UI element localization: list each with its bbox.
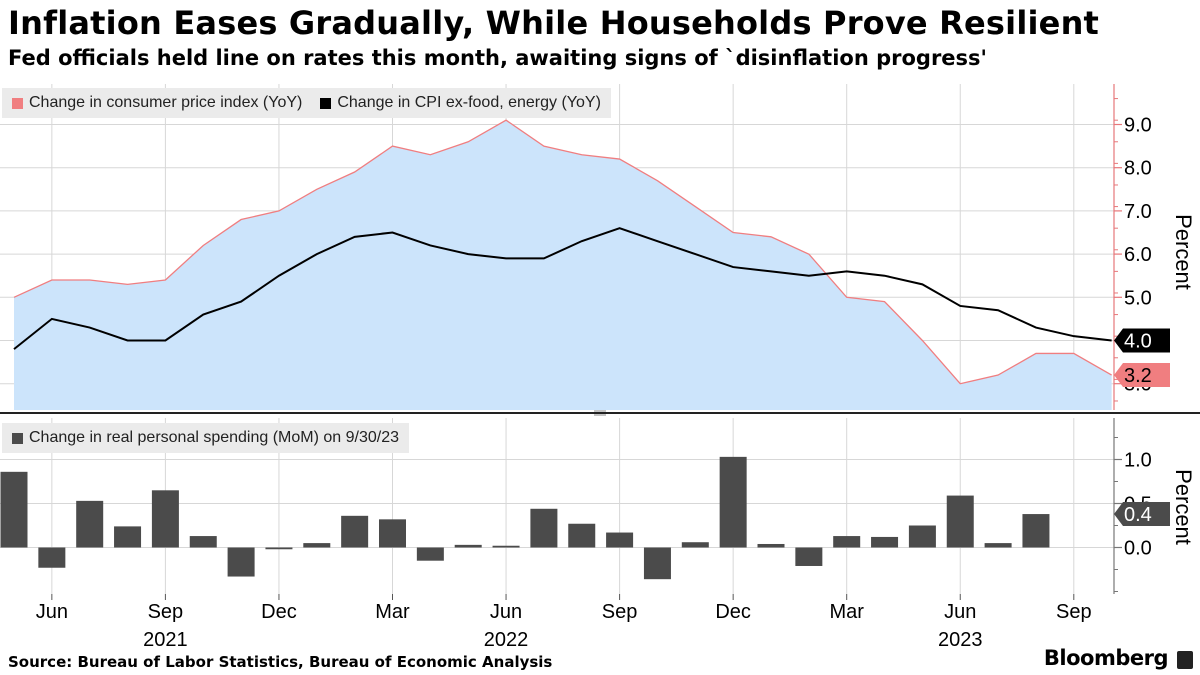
x-year-label: 2023 [938,629,983,651]
bottom-tick-label: 0.0 [1124,538,1152,560]
top-y-axis-title: Percent [1171,214,1196,290]
spending-bar [492,545,520,548]
spending-bar [984,543,1012,548]
core-cpi-line [13,227,1112,350]
x-tick-label: Jun [944,601,976,623]
spending-bar [757,543,785,548]
x-tick-label: Mar [375,601,410,623]
spending-bar [530,508,558,548]
spending-bar [454,544,482,548]
spending-bar [606,532,634,548]
spending-bar [151,490,179,548]
bottom-tick-label: 1.0 [1124,450,1152,472]
spending-last-value-tag: 0.4 [1114,502,1170,527]
top-tick-label: 5.0 [1124,287,1152,309]
legend-label-spending: Change in real personal spending (MoM) o… [29,429,400,446]
line-layer [13,119,1112,385]
spending-bar [908,525,936,548]
cpi-last-value-tag-text: 3.2 [1124,365,1152,387]
spending-bar [379,519,406,548]
top-tick-label: 7.0 [1124,201,1152,223]
spending-bar [643,547,671,580]
spending-bar [795,547,823,566]
top-tick-label: 9.0 [1124,115,1152,137]
spending-last-value-tag-text: 0.4 [1124,504,1152,526]
bottom-y-axis-title: Percent [1171,469,1196,545]
x-tick-label: Mar [829,601,864,623]
legend-label-cpi: Change in consumer price index (YoY) [29,94,303,111]
spending-bar [227,547,255,577]
x-tick-label: Jun [36,601,68,623]
spending-bar [946,495,974,548]
spending-bar [189,536,217,548]
x-tick-label: Sep [1056,601,1092,623]
core-cpi-last-value-tag: 4.0 [1114,328,1170,353]
spending-bar [38,547,66,568]
legend-item-core-cpi: Change in CPI ex-food, energy (YoY) [320,94,601,112]
x-tick-label: Sep [602,601,638,623]
x-tick-label: Dec [715,601,751,623]
source-note: Source: Bureau of Labor Statistics, Bure… [8,653,553,671]
spending-last-value-tag-shape [1114,502,1170,527]
x-tick-label: Sep [148,601,184,623]
legend-item-cpi: Change in consumer price index (YoY) [12,94,302,112]
cpi-line [13,119,1112,385]
bottom-legend: Change in real personal spending (MoM) o… [2,423,410,453]
spending-bar [416,547,444,561]
core-cpi-swatch-icon [320,97,332,109]
spending-bars [0,456,1050,580]
spending-bar [341,515,369,548]
legend-item-spending: Change in real personal spending (MoM) o… [12,429,399,447]
chart-title: Inflation Eases Gradually, While Househo… [8,4,1100,42]
spending-bar [833,536,861,548]
spending-bar [0,471,28,548]
core-cpi-last-value-tag-text: 4.0 [1124,331,1152,353]
top-tick-label: 6.0 [1124,244,1152,266]
spending-bar [719,456,747,548]
cpi-area [14,120,1112,410]
x-year-label: 2021 [143,629,188,651]
bloomberg-terminal-icon [1177,651,1193,669]
spending-bar [76,500,104,548]
axes-layer: 3.04.05.06.07.08.09.00.00.51.0PercentPer… [0,84,1200,594]
cpi-last-value-tag-shape [1114,363,1170,388]
x-year-label: 2022 [484,629,529,651]
legend-label-core-cpi: Change in CPI ex-food, energy (YoY) [337,94,601,111]
spending-bar [265,547,293,550]
cpi-last-value-tag: 3.2 [1114,363,1170,388]
core-cpi-last-value-tag-shape [1114,328,1170,353]
top-tick-label: 8.0 [1124,158,1152,180]
top-legend: Change in consumer price index (YoY) Cha… [2,88,611,118]
chart-subtitle: Fed officials held line on rates this mo… [8,46,987,70]
bloomberg-logo: Bloomberg [1043,646,1169,670]
cpi-area-layer [14,120,1112,410]
spending-bar [568,523,596,548]
spending-bar [681,542,709,548]
x-tick-label: Dec [261,601,297,623]
spending-bar [303,543,331,548]
spending-swatch-icon [12,432,23,444]
x-axis-ticks: Jun Sep Dec Mar Jun Sep Dec Mar Jun Sep 2021 2022 20… [36,594,1092,651]
cpi-swatch-icon [12,97,23,109]
spending-bar [114,526,142,548]
x-tick-label: Jun [490,601,522,623]
spending-bar [871,536,899,548]
spending-bar [1022,514,1050,548]
